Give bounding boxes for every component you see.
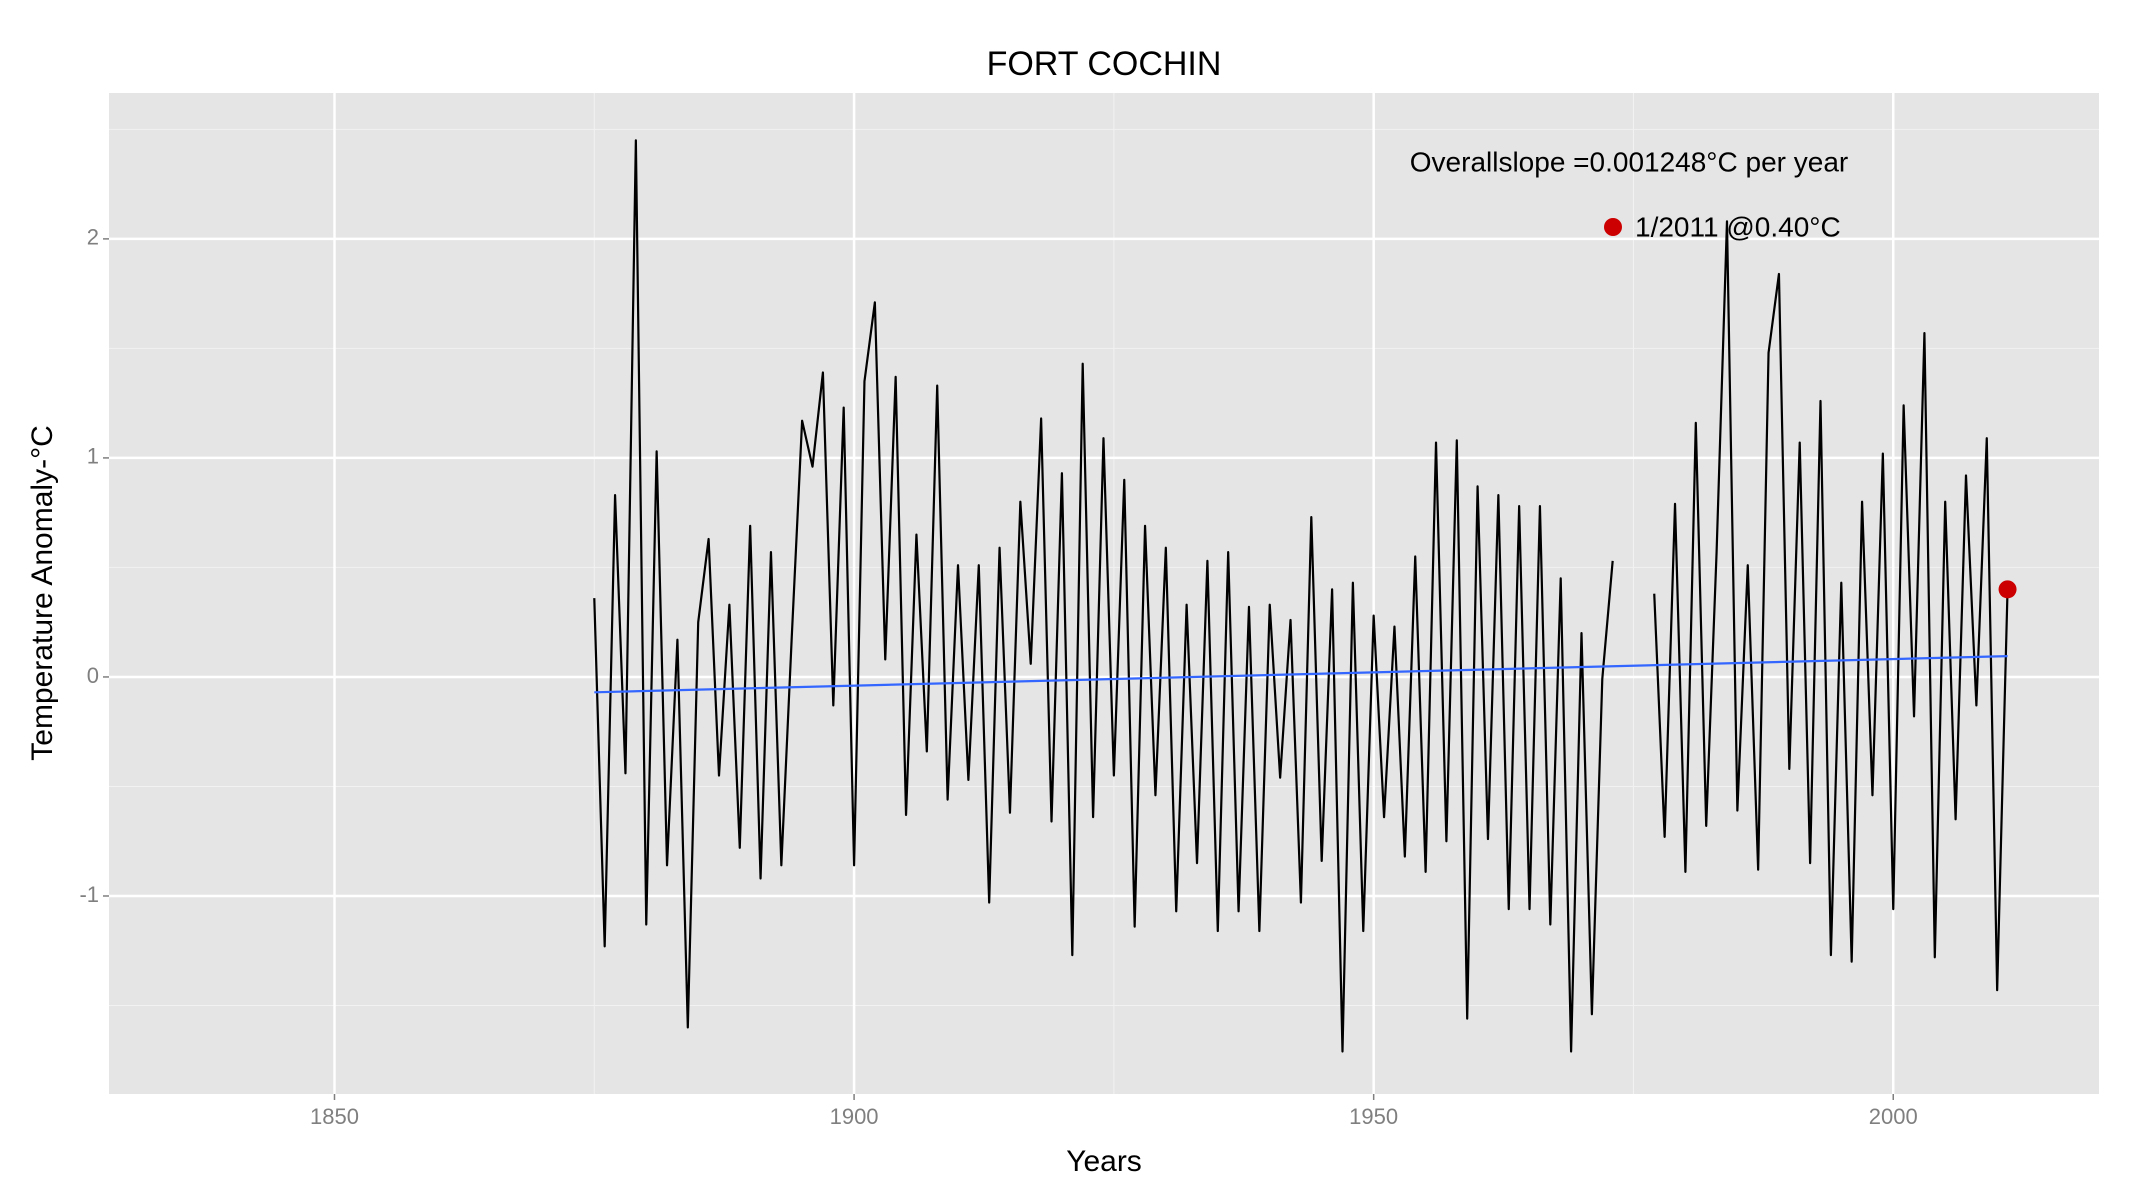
y-tick-label: 2 — [87, 225, 99, 250]
highlight-point — [1998, 580, 2017, 599]
trend-line — [594, 655, 2008, 694]
x-tick-label: 1900 — [830, 1104, 879, 1129]
x-axis-title: Years — [1066, 1145, 1142, 1178]
chart-title: FORT COCHIN — [987, 45, 1222, 83]
y-tick-label: 0 — [87, 663, 99, 688]
annotation-marker — [1604, 218, 1622, 236]
y-tick-label: 1 — [87, 444, 99, 469]
x-tick-label: 1850 — [310, 1104, 359, 1129]
annotation: 1/2011 @0.40°C — [1635, 211, 1841, 242]
plot-panel — [109, 93, 2099, 1094]
grid — [109, 93, 2099, 1094]
x-tick-label: 2000 — [1869, 1104, 1918, 1129]
y-axis-title: Temperature Anomaly-°C — [26, 425, 59, 760]
data-line — [593, 139, 2009, 1053]
x-tick-label: 1950 — [1349, 1104, 1398, 1129]
marks — [593, 139, 2017, 1053]
annotation: Overallslope =0.001248°C per year — [1410, 146, 1848, 177]
y-tick-label: -1 — [79, 882, 99, 907]
